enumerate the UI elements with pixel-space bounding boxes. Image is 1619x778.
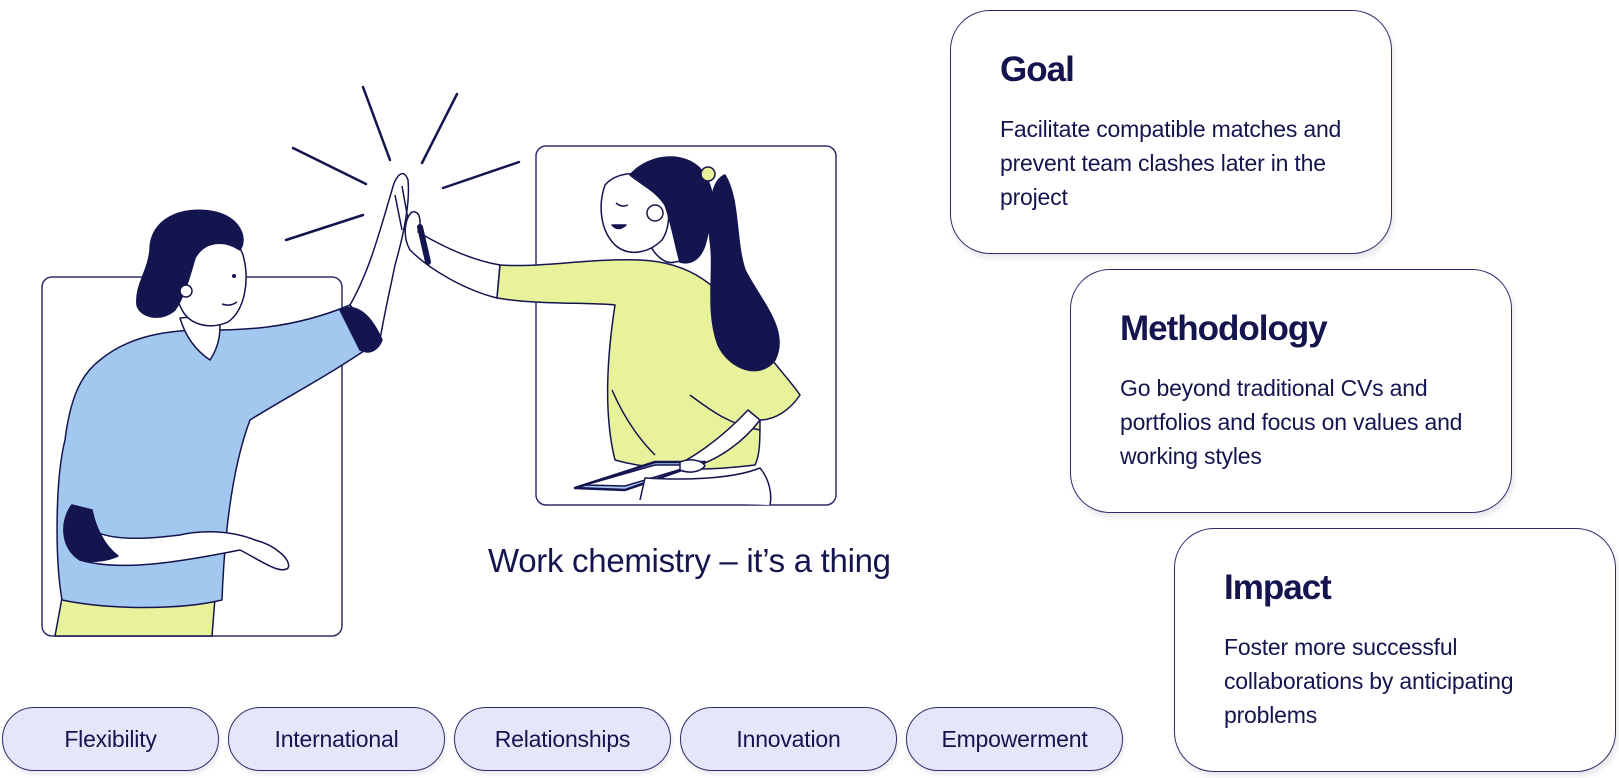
tag-relationships[interactable]: Relationships: [454, 707, 671, 771]
high-five-illustration: [41, 85, 837, 637]
man-figure: [54, 172, 410, 637]
impact-text: Foster more successful collaborations by…: [1224, 633, 1514, 728]
methodology-text: Go beyond traditional CVs and portfolios…: [1120, 374, 1463, 469]
methodology-title: Methodology: [1120, 309, 1328, 348]
methodology-card: Methodology Go beyond traditional CVs an…: [1070, 269, 1512, 513]
tag-flexibility[interactable]: Flexibility: [2, 707, 219, 771]
tagline: Work chemistry – it’s a thing: [488, 542, 891, 579]
impact-title: Impact: [1224, 568, 1332, 607]
tag-empowerment[interactable]: Empowerment: [906, 707, 1123, 771]
goal-text: Facilitate compatible matches and preven…: [1000, 115, 1342, 210]
goal-card: Goal Facilitate compatible matches and p…: [950, 10, 1392, 254]
spark-lines: [284, 85, 521, 242]
goal-title: Goal: [1000, 50, 1075, 89]
impact-card: Impact Foster more successful collaborat…: [1174, 528, 1616, 772]
value-tags: Flexibility International Relationships …: [2, 707, 1123, 771]
tag-international[interactable]: International: [228, 707, 445, 771]
woman-figure: [404, 156, 801, 506]
tag-innovation[interactable]: Innovation: [680, 707, 897, 771]
